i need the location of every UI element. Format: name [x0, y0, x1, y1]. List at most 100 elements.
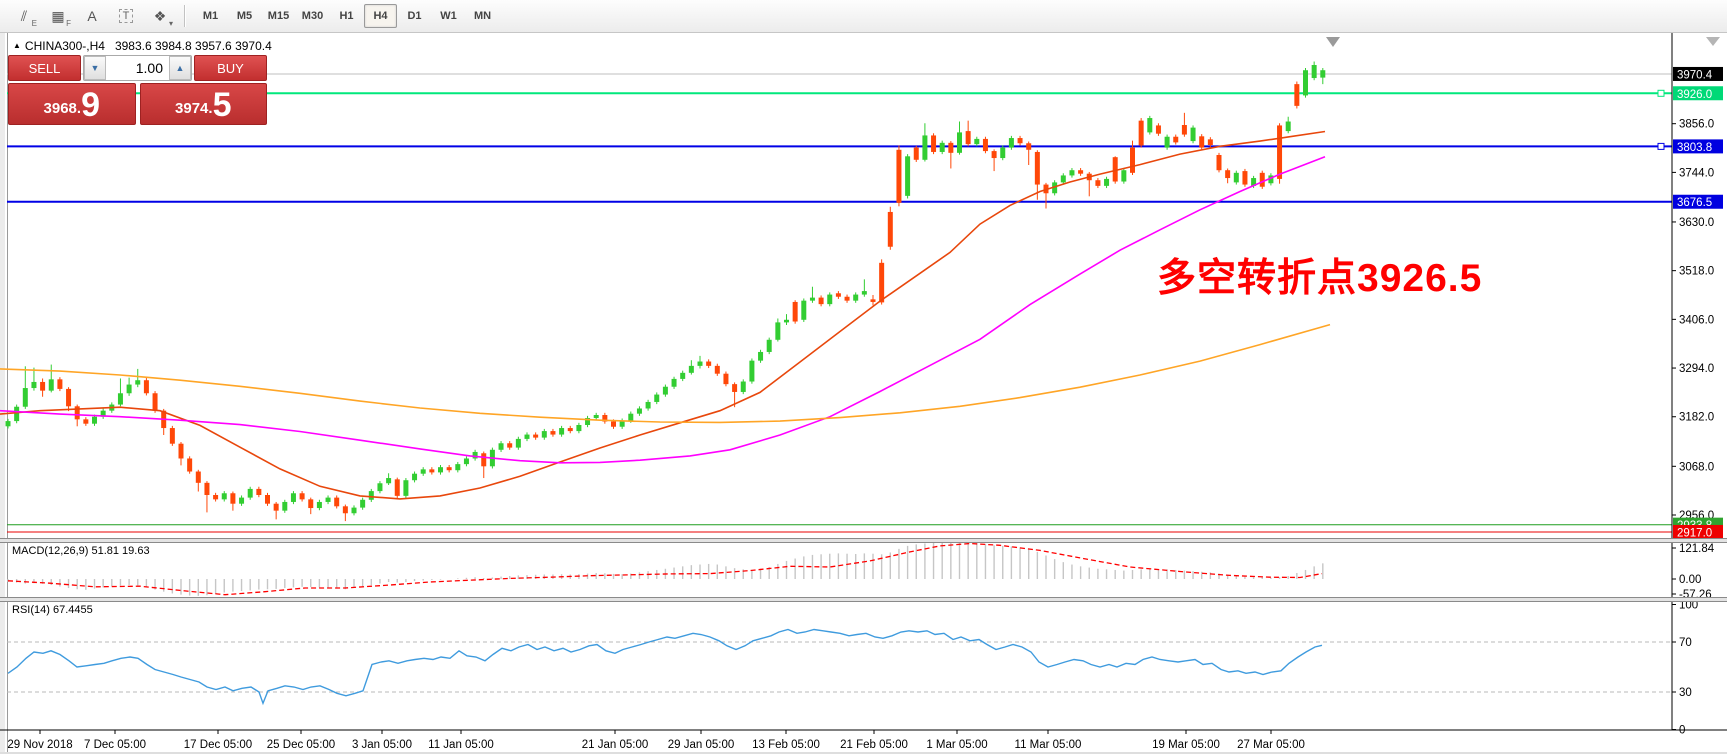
- chart-window[interactable]: [0, 33, 1727, 756]
- candle: [92, 416, 97, 424]
- ma-slow-line[interactable]: [0, 323, 1331, 424]
- price-tick-label: 3406.0: [1679, 314, 1714, 326]
- candle: [126, 384, 132, 394]
- text-label-icon[interactable]: A: [87, 8, 97, 24]
- price-tick-label: 3744.0: [1679, 167, 1714, 179]
- collapse-arrow-icon[interactable]: ▲: [13, 41, 21, 50]
- candle: [1225, 170, 1231, 179]
- candle: [256, 488, 262, 495]
- volume-decrease-button[interactable]: ▼: [84, 56, 106, 80]
- candle: [360, 499, 366, 508]
- ma-medium-line[interactable]: [0, 155, 1326, 464]
- price-badge-label: 3803.8: [1677, 142, 1712, 154]
- candle: [1000, 147, 1006, 159]
- candle: [1155, 125, 1161, 134]
- candle: [1190, 127, 1196, 142]
- timeframe-button-h4[interactable]: H4: [364, 4, 397, 28]
- candle: [809, 297, 815, 301]
- candle: [342, 506, 348, 514]
- macd-tick-label: 121.84: [1679, 543, 1715, 555]
- macd-panel-splitter[interactable]: [0, 538, 1727, 543]
- candle: [602, 415, 608, 422]
- timeframe-button-mn[interactable]: MN: [473, 10, 492, 22]
- candle: [827, 294, 833, 305]
- rsi-line: [7, 628, 1323, 706]
- candle: [463, 458, 469, 465]
- candle: [567, 428, 573, 432]
- volume-input[interactable]: [106, 56, 169, 80]
- candle: [1060, 175, 1066, 183]
- timeframe-button-w1[interactable]: W1: [440, 10, 457, 22]
- candle: [1242, 171, 1248, 185]
- candle: [1008, 138, 1014, 148]
- timeframe-button-m30[interactable]: M30: [301, 10, 324, 22]
- text-box-icon[interactable]: T: [110, 2, 142, 30]
- bid-price-main: 3968.: [43, 100, 82, 117]
- macd-signal-line: [7, 542, 1323, 596]
- candle: [429, 469, 435, 473]
- candle: [541, 431, 547, 438]
- price-badge: [1673, 66, 1723, 81]
- volume-increase-button[interactable]: ▲: [169, 56, 191, 80]
- timeframe-button-m5[interactable]: M5: [236, 10, 253, 22]
- fibonacci-retracement-icon[interactable]: ▦ F: [51, 7, 71, 29]
- resistance-3926-handle[interactable]: [1657, 89, 1665, 97]
- candle: [446, 467, 452, 471]
- ask-price-main: 3974.: [175, 100, 213, 117]
- candle: [896, 149, 902, 203]
- candle: [14, 406, 20, 422]
- timeframe-button-d1[interactable]: D1: [407, 10, 422, 22]
- symbol-label: CHINA300-,H4: [24, 39, 105, 53]
- timeframe-button-m1[interactable]: M1: [202, 10, 219, 22]
- rsi-tick-label: 100: [1679, 600, 1698, 612]
- candle: [213, 495, 219, 500]
- candle: [308, 499, 314, 509]
- candle: [187, 458, 193, 472]
- candle: [766, 339, 772, 352]
- candle: [723, 373, 729, 385]
- equidistant-channel-icon[interactable]: ⫽ E: [20, 7, 37, 29]
- time-tick-label: 1 Mar 05:00: [926, 739, 987, 751]
- candle: [784, 319, 789, 323]
- candle: [394, 479, 400, 496]
- candle: [334, 497, 340, 507]
- candle: [135, 380, 141, 385]
- sell-button[interactable]: SELL: [8, 55, 81, 81]
- candle: [515, 438, 521, 448]
- rsi-panel-splitter[interactable]: [0, 597, 1727, 602]
- bid-price-panel[interactable]: 3968. 9: [8, 83, 136, 125]
- candle: [801, 300, 807, 320]
- candle: [420, 469, 426, 474]
- time-tick-label: 11 Mar 05:00: [1015, 739, 1082, 751]
- candle: [697, 361, 703, 366]
- ask-price-panel[interactable]: 3974. 5: [139, 83, 267, 125]
- scale-arrow-icon[interactable]: [1706, 37, 1720, 46]
- candle: [680, 372, 686, 379]
- candle: [1095, 180, 1101, 186]
- candle: [247, 488, 253, 498]
- price-tick-label: 3182.0: [1679, 412, 1714, 424]
- ma-fast-line[interactable]: [0, 130, 1326, 500]
- timeframe-button-h1[interactable]: H1: [339, 10, 354, 22]
- buy-button[interactable]: BUY: [194, 55, 267, 81]
- arrows-shapes-icon[interactable]: ❖ ▾: [153, 7, 173, 29]
- timeframe-button-m15[interactable]: M15: [267, 10, 290, 22]
- candle: [576, 425, 582, 432]
- candle: [931, 135, 937, 152]
- chart-shift-marker-icon[interactable]: [1326, 37, 1340, 47]
- candle: [100, 410, 106, 417]
- candle: [152, 393, 158, 411]
- candle: [671, 378, 677, 387]
- candle: [282, 501, 288, 511]
- rsi-label: RSI(14) 67.4455: [12, 604, 93, 616]
- candle: [939, 142, 945, 152]
- price-tick-label: 3294.0: [1679, 363, 1714, 375]
- time-tick-label: 3 Jan 05:00: [352, 739, 412, 751]
- candle: [1052, 182, 1058, 194]
- annotation-text[interactable]: 多空转折点3926.5: [1157, 257, 1483, 300]
- time-tick-label: 27 Mar 05:00: [1237, 739, 1305, 751]
- candle: [585, 418, 591, 425]
- level-3803.8-handle[interactable]: [1657, 142, 1665, 150]
- candle: [1034, 151, 1040, 185]
